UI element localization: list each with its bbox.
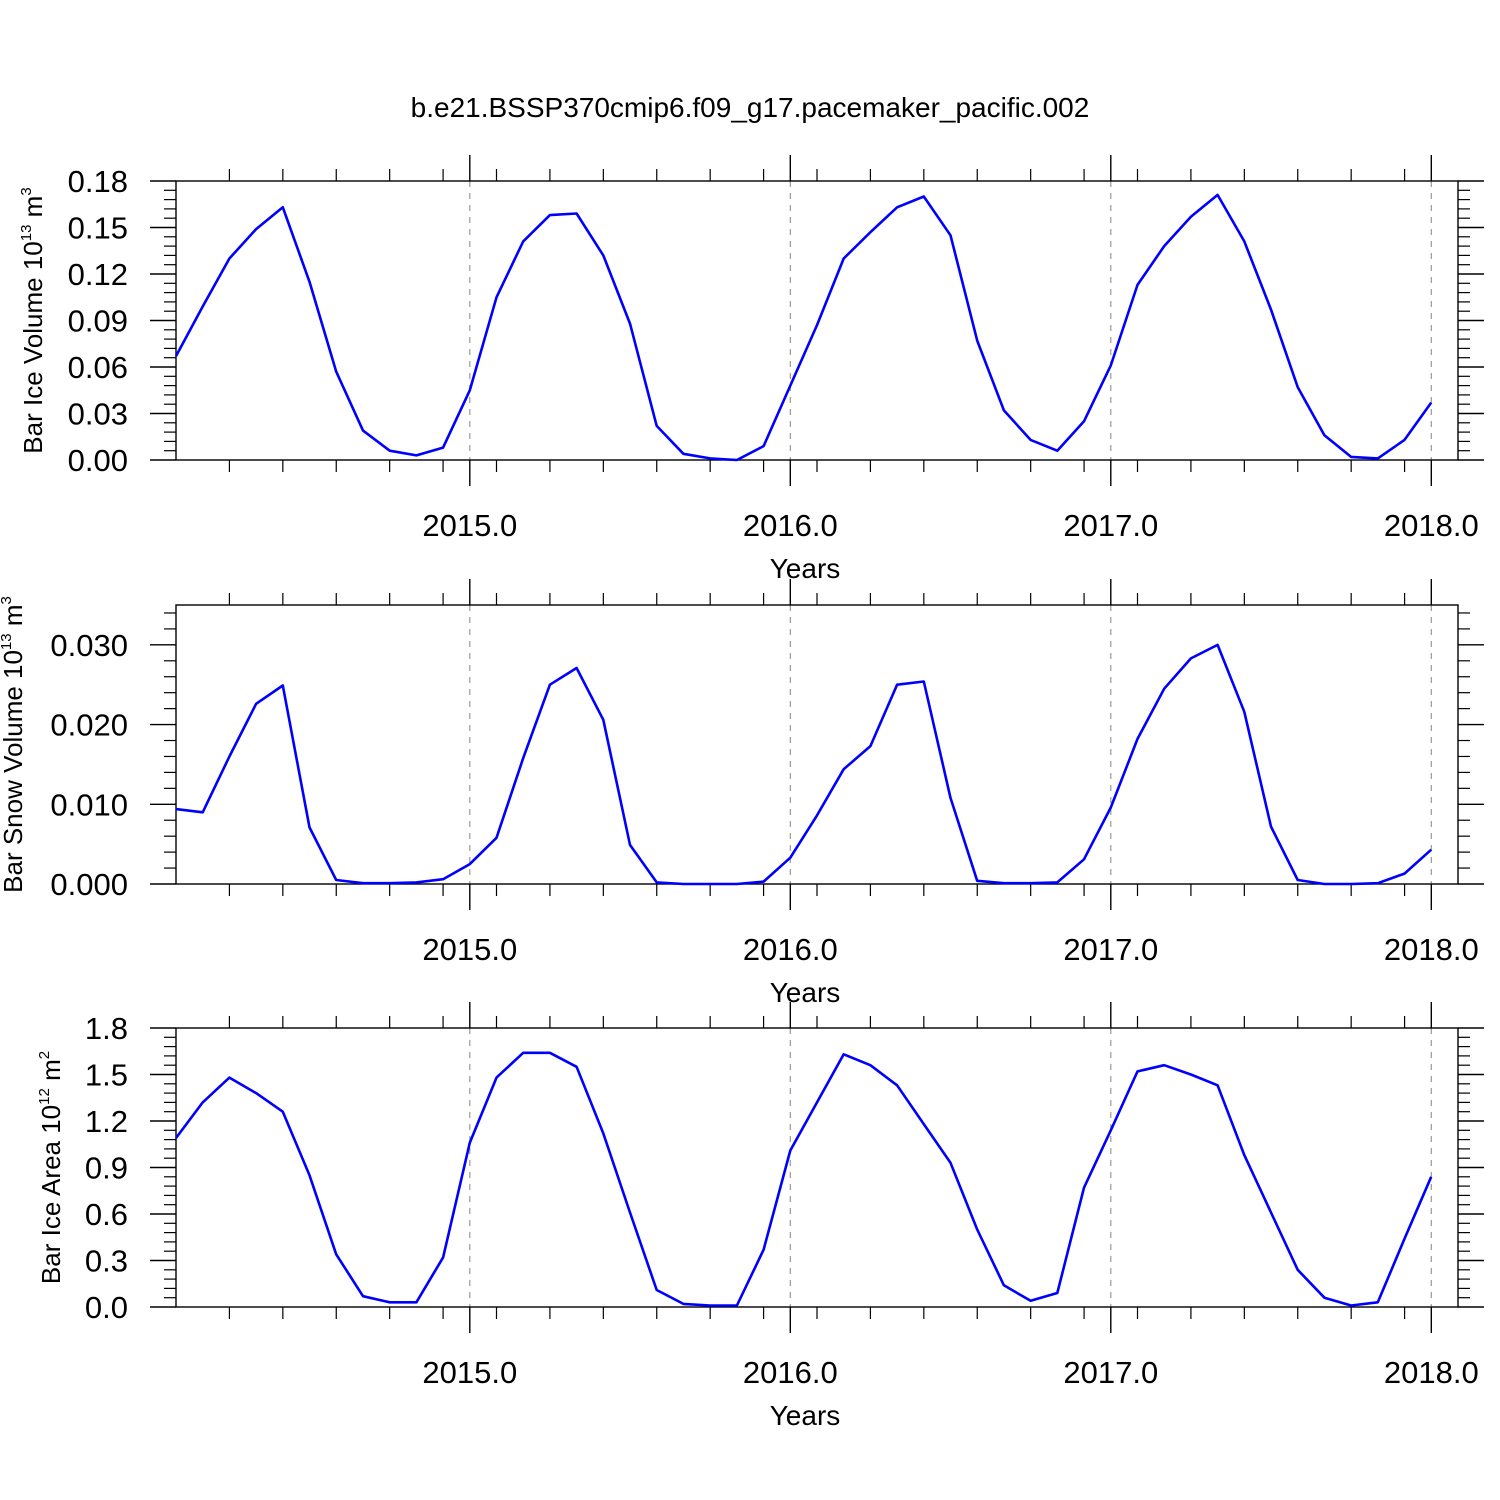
y-tick-label: 0.09 xyxy=(68,304,128,339)
y-tick-label: 0.9 xyxy=(85,1151,128,1186)
y-label-base: Bar Snow Volume 10 xyxy=(0,650,28,893)
y-tick-label: 0.000 xyxy=(50,867,128,902)
y-label-unit: m xyxy=(0,604,28,633)
y-label-exponent: 13 xyxy=(18,225,35,242)
y-label-unit: m xyxy=(18,196,48,225)
y-tick-label: 1.8 xyxy=(85,1011,128,1046)
x-axis-label: Years xyxy=(770,553,841,584)
series-line xyxy=(174,1051,1433,1307)
chart-panel-3: 2015.0 2016.0 2017.0 2018.0 0.0 0.3 0.6 0.9 1.2 1… xyxy=(36,1002,1484,1431)
y-axis-label: Bar Snow Volume 1013 m3 xyxy=(0,596,28,893)
panels: 2015.0 2016.0 2017.0 2018.00.000.030.060.09… xyxy=(0,155,1484,1431)
figure-title: b.e21.BSSP370cmip6.f09_g17.pacemaker_pac… xyxy=(411,92,1090,123)
y-tick-label: 0.0 xyxy=(85,1290,128,1325)
x-tick-label: 2018.0 xyxy=(1384,932,1479,967)
x-tick-label: 2015.0 xyxy=(422,508,517,543)
x-tick-label: 2015.0 xyxy=(422,932,517,967)
series-line xyxy=(175,643,1433,886)
y-label-unit-exponent: 2 xyxy=(36,1051,53,1059)
x-tick-label: 2018.0 xyxy=(1384,508,1479,543)
y-label-unit: m xyxy=(36,1059,66,1088)
x-axis-label: Years xyxy=(770,977,841,1008)
x-tick-label: 2017.0 xyxy=(1063,932,1158,967)
y-tick-label: 0.06 xyxy=(68,350,128,385)
y-axis-label: Bar Ice Area 1012 m2 xyxy=(36,1051,66,1284)
y-tick-label: 0.020 xyxy=(50,708,128,743)
chart-panel-1: 2015.0 2016.0 2017.0 2018.0 0.00 0.03 0.06 0.09… xyxy=(18,155,1484,584)
x-tick-label: 2015.0 xyxy=(422,1355,517,1390)
y-tick-label: 1.5 xyxy=(85,1058,128,1093)
x-tick-label: 2016.0 xyxy=(743,932,838,967)
y-label-unit-exponent: 3 xyxy=(0,596,15,604)
y-axis-label: Bar Ice Volume 1013 m3 xyxy=(18,187,48,453)
y-tick-label: 0.030 xyxy=(50,628,128,663)
y-label-unit-exponent: 3 xyxy=(18,187,35,195)
x-tick-label: 2017.0 xyxy=(1063,1355,1158,1390)
chart-panel-2: 2015.0 2016.0 2017.0 2018.0 0.000 0.010 0.020 0… xyxy=(0,579,1484,1008)
y-tick-label: 0.00 xyxy=(68,443,128,478)
y-tick-label: 1.2 xyxy=(85,1104,128,1139)
y-tick-label: 0.12 xyxy=(68,257,128,292)
x-tick-label: 2016.0 xyxy=(743,1355,838,1390)
x-axis-label: Years xyxy=(770,1400,841,1431)
y-tick-label: 0.010 xyxy=(50,787,128,822)
y-tick-label: 0.3 xyxy=(85,1244,128,1279)
y-tick-label: 0.18 xyxy=(68,164,128,199)
x-tick-label: 2016.0 xyxy=(743,508,838,543)
y-tick-label: 0.15 xyxy=(68,211,128,246)
x-tick-label: 2017.0 xyxy=(1063,508,1158,543)
y-label-exponent: 12 xyxy=(36,1088,53,1105)
plot-frame xyxy=(175,180,1459,461)
y-label-exponent: 13 xyxy=(0,633,15,650)
y-tick-label: 0.03 xyxy=(68,397,128,432)
x-tick-label: 2018.0 xyxy=(1384,1355,1479,1390)
series-line xyxy=(174,193,1433,462)
plot-frame xyxy=(175,604,1459,885)
plot-frame xyxy=(175,1027,1459,1308)
y-label-base: Bar Ice Volume 10 xyxy=(18,241,48,453)
y-tick-label: 0.6 xyxy=(85,1197,128,1232)
y-label-base: Bar Ice Area 10 xyxy=(36,1105,66,1284)
